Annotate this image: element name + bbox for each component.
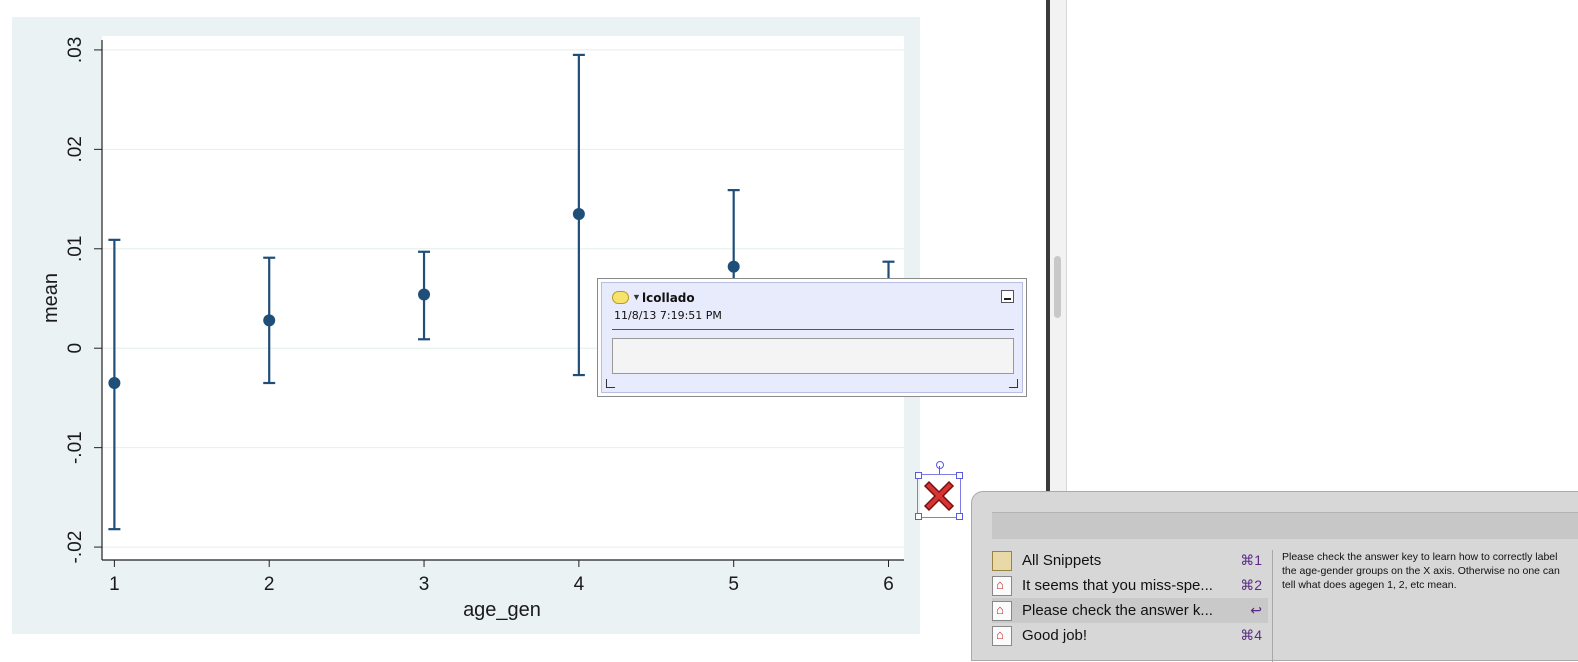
- snippets-search-bar[interactable]: [992, 512, 1578, 539]
- snippet-preview-text: Please check the answer key to learn how…: [1282, 551, 1560, 591]
- x-tick-labels: 1 2 3 4 5 6: [109, 574, 894, 595]
- y-tick-labels: -.02 -.01 0 .01 .02 .03: [65, 37, 86, 564]
- resize-grip-right-icon[interactable]: [1009, 379, 1018, 388]
- x-tick-label: 5: [728, 574, 739, 595]
- axes: [94, 40, 904, 567]
- mean-point: [418, 288, 431, 301]
- mean-point: [727, 260, 740, 273]
- mean-point: [108, 377, 121, 390]
- scrollbar-track[interactable]: [1050, 0, 1067, 500]
- speech-bubble-icon[interactable]: [612, 291, 629, 304]
- snippet-shortcut: ⌘2: [1240, 577, 1262, 593]
- resize-handle[interactable]: [956, 472, 963, 479]
- x-tick-label: 4: [574, 574, 585, 595]
- snippet-item-all[interactable]: All Snippets ⌘1: [992, 548, 1268, 573]
- comment-text-field[interactable]: [612, 338, 1014, 374]
- clipboard-icon: [992, 550, 1012, 571]
- resize-handle[interactable]: [956, 513, 963, 520]
- y-tick-label: .03: [65, 37, 86, 63]
- snippet-label: Please check the answer k...: [1022, 602, 1213, 619]
- comment-popup-body: ▼ lcollado 11/8/13 7:19:51 PM: [601, 282, 1023, 393]
- delete-annotation[interactable]: [915, 472, 963, 520]
- y-tick-label: .01: [65, 236, 86, 262]
- snippet-shortcut: ⌘4: [1240, 627, 1262, 643]
- pdf-icon: [992, 575, 1012, 596]
- x-tick-label: 2: [264, 574, 275, 595]
- snippet-item-answer-key[interactable]: Please check the answer k... ↩: [992, 598, 1268, 623]
- comment-date: 11/8/13 7:19:51 PM: [614, 309, 722, 322]
- comment-author: lcollado: [642, 291, 695, 305]
- resize-handle[interactable]: [915, 513, 922, 520]
- chevron-down-icon[interactable]: ▼: [632, 292, 641, 302]
- x-tick-label: 1: [109, 574, 120, 595]
- mean-point: [263, 314, 276, 327]
- y-tick-label: -.02: [65, 531, 86, 564]
- x-axis-title: age_gen: [463, 599, 541, 621]
- mean-point: [572, 207, 585, 220]
- window-divider: [1046, 0, 1050, 500]
- comment-divider: [612, 329, 1014, 330]
- scrollbar-thumb[interactable]: [1054, 256, 1061, 318]
- pdf-icon: [992, 625, 1012, 646]
- comment-popup[interactable]: ▼ lcollado 11/8/13 7:19:51 PM: [597, 278, 1027, 397]
- pdf-icon: [992, 600, 1012, 621]
- y-tick-label: 0: [65, 343, 86, 354]
- snippets-panel: All Snippets ⌘1 It seems that you miss-s…: [971, 491, 1578, 662]
- x-tick-label: 3: [419, 574, 430, 595]
- snippet-label: Good job!: [1022, 627, 1088, 644]
- y-tick-label: .02: [65, 136, 86, 162]
- minimize-icon[interactable]: [1001, 290, 1014, 303]
- y-tick-label: -.01: [65, 431, 86, 464]
- resize-grip-left-icon[interactable]: [606, 379, 615, 388]
- snippets-list: All Snippets ⌘1 It seems that you miss-s…: [992, 548, 1268, 648]
- y-axis-title: mean: [40, 273, 62, 323]
- red-x-icon: [923, 480, 955, 512]
- snippet-label: All Snippets: [1022, 552, 1102, 569]
- rotate-handle[interactable]: [936, 461, 944, 469]
- snippet-item-misspell[interactable]: It seems that you miss-spe... ⌘2: [992, 573, 1268, 598]
- snippet-item-good-job[interactable]: Good job! ⌘4: [992, 623, 1268, 648]
- x-tick-label: 6: [883, 574, 894, 595]
- resize-handle[interactable]: [915, 472, 922, 479]
- snippet-shortcut: ⌘1: [1240, 552, 1262, 568]
- rotate-handle-stem: [939, 466, 940, 474]
- snippets-divider: [1272, 550, 1273, 662]
- snippet-label: It seems that you miss-spe...: [1022, 577, 1213, 594]
- snippet-shortcut: ↩: [1250, 602, 1262, 618]
